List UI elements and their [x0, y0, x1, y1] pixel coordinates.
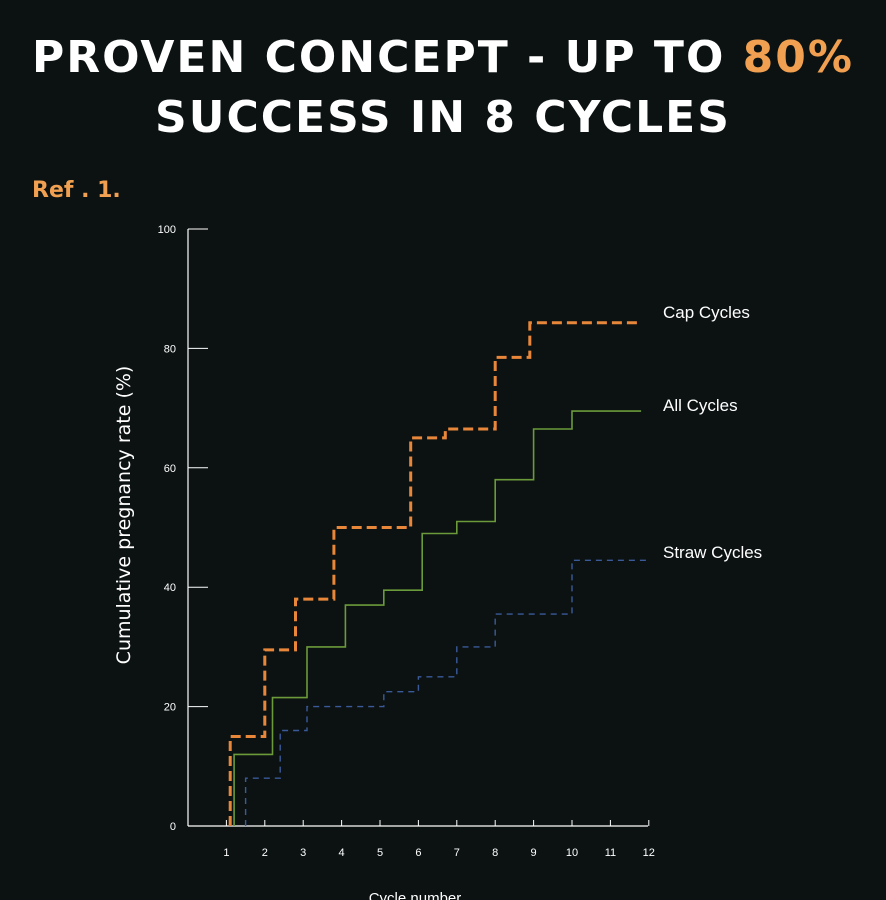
title-text: PROVEN CONCEPT - UP TO [32, 32, 743, 83]
series-straw-cycles-line [244, 559, 649, 826]
y-tick-label: 40 [164, 582, 176, 594]
x-tick-label: 3 [300, 847, 306, 859]
x-tick-label: 12 [643, 847, 655, 859]
series-label-straw-cycles: Straw Cycles [663, 543, 762, 562]
series-all-cycles-line [233, 410, 642, 826]
y-tick-label: 20 [164, 702, 176, 714]
series-label-all-cycles: All Cycles [663, 396, 738, 415]
x-tick-label: 11 [605, 847, 616, 859]
page-title: PROVEN CONCEPT - UP TO 80% SUCCESS IN 8 … [0, 28, 886, 148]
x-axis-label: Cycle number [369, 890, 462, 900]
y-tick-label: 80 [164, 343, 176, 355]
x-tick-label: 4 [339, 847, 345, 859]
x-tick-label: 6 [415, 847, 421, 859]
x-tick-label: 1 [223, 847, 229, 859]
x-tick-label: 7 [454, 847, 460, 859]
series-layer: Cap Cycles All Cycles Straw Cycles [228, 303, 762, 826]
title-line1: PROVEN CONCEPT - UP TO 80% [32, 32, 854, 83]
title-line2: SUCCESS IN 8 CYCLES [155, 92, 731, 143]
y-tick-label: 0 [170, 821, 176, 833]
x-tick-label: 5 [377, 847, 383, 859]
x-tick-label: 2 [262, 847, 268, 859]
x-tick-label: 10 [566, 847, 578, 859]
x-tick-label: 9 [531, 847, 537, 859]
series-label-cap-cycles: Cap Cycles [663, 303, 750, 322]
y-tick-label: 60 [164, 463, 176, 475]
y-tick-label: 100 [158, 224, 176, 236]
title-highlight: 80% [742, 32, 854, 83]
reference-label: Ref . 1. [32, 178, 121, 203]
x-tick-label: 8 [492, 847, 498, 859]
y-axis-label: Cumulative pregnancy rate (%) [113, 366, 135, 665]
series-cap-cycles-line [228, 321, 642, 826]
